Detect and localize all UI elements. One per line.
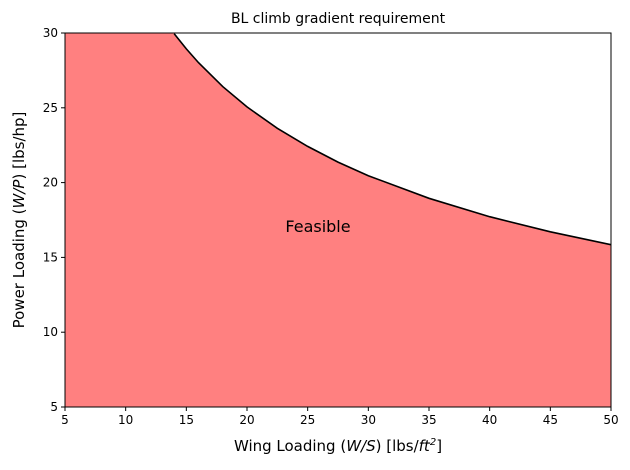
- x-label-part: Wing Loading (: [234, 437, 346, 455]
- x-tick-label: 50: [603, 413, 618, 427]
- x-axis-label: Wing Loading (W/S) [lbs/ft2]: [234, 437, 442, 455]
- x-label-part: 2: [430, 437, 436, 448]
- x-tick-label: 45: [543, 413, 558, 427]
- axes-frame: [64, 32, 612, 408]
- x-tick-label: 30: [361, 413, 376, 427]
- x-tick-label: 35: [421, 413, 436, 427]
- y-tick-label: 25: [43, 101, 58, 115]
- x-tick-label: 25: [300, 413, 315, 427]
- y-tick-label: 15: [43, 250, 58, 264]
- x-tick-label: 20: [239, 413, 254, 427]
- y-tick-label: 30: [43, 26, 58, 40]
- x-tick-label: 5: [61, 413, 69, 427]
- feasible-region: [65, 33, 611, 407]
- y-tick-label: 20: [43, 176, 58, 190]
- plot-area: [65, 33, 611, 407]
- y-label-part: W/P: [10, 179, 28, 209]
- constraint-line: [173, 33, 611, 246]
- x-tick-label: 40: [482, 413, 497, 427]
- y-axis-label: Power Loading (W/P) [lbs/hp]: [10, 112, 28, 329]
- x-label-part: ) [lbs/: [376, 437, 420, 455]
- x-label-part: ]: [436, 437, 442, 455]
- x-tick-label: 10: [118, 413, 133, 427]
- x-label-part: W/S: [346, 437, 376, 455]
- y-label-part: ) [lbs/hp]: [10, 112, 28, 180]
- y-label-part: Power Loading (: [10, 208, 28, 328]
- annotation: Feasible: [285, 217, 350, 236]
- x-label-part: ft: [419, 437, 431, 455]
- y-tick-label: 5: [50, 400, 58, 414]
- x-tick-label: 15: [179, 413, 194, 427]
- y-tick-label: 10: [43, 325, 58, 339]
- chart-title: BL climb gradient requirement: [231, 11, 446, 27]
